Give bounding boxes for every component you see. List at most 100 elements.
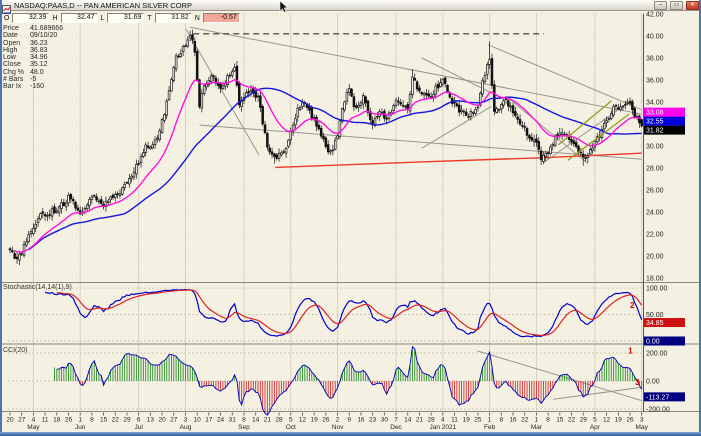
svg-text:3: 3 bbox=[635, 378, 640, 387]
quote-field-label: H bbox=[52, 14, 58, 22]
svg-text:34.00: 34.00 bbox=[646, 100, 664, 107]
sma50-layer bbox=[28, 87, 642, 251]
annotation-lines bbox=[185, 26, 642, 402]
svg-text:0.00: 0.00 bbox=[646, 379, 660, 386]
svg-text:28: 28 bbox=[428, 417, 436, 424]
svg-text:May: May bbox=[636, 424, 649, 431]
svg-text:50.00: 50.00 bbox=[646, 312, 664, 319]
svg-text:21: 21 bbox=[264, 417, 272, 424]
window-titlebar: NASDAQ:PAAS,D -- PAN AMERICAN SILVER COR… bbox=[0, 0, 701, 14]
svg-text:21: 21 bbox=[416, 417, 424, 424]
svg-text:22.00: 22.00 bbox=[646, 232, 664, 239]
svg-text:18: 18 bbox=[53, 417, 61, 424]
svg-text:Oct: Oct bbox=[286, 424, 296, 431]
last-price-tags: 33.08 32.55 31.82 34.85 0.00 -113.27 bbox=[644, 107, 685, 401]
cci-panel-label: CCI(20) bbox=[3, 347, 28, 354]
window-title: NASDAQ:PAAS,D -- PAN AMERICAN SILVER COR… bbox=[14, 0, 192, 10]
svg-text:200.00: 200.00 bbox=[646, 351, 668, 358]
svg-text:8: 8 bbox=[546, 417, 550, 424]
quote-field-label: N bbox=[194, 14, 200, 22]
svg-text:-200.00: -200.00 bbox=[646, 407, 670, 414]
stochastic-plot bbox=[44, 288, 643, 338]
svg-text:26: 26 bbox=[322, 417, 330, 424]
info-row: Close 35.12 bbox=[3, 61, 48, 69]
svg-text:Aug: Aug bbox=[180, 424, 192, 431]
svg-text:25: 25 bbox=[474, 417, 482, 424]
svg-text:22: 22 bbox=[568, 417, 576, 424]
grid-layer bbox=[8, 13, 644, 411]
svg-text:9: 9 bbox=[347, 417, 351, 424]
svg-text:18.00: 18.00 bbox=[646, 276, 664, 283]
svg-text:14: 14 bbox=[252, 417, 260, 424]
svg-text:8: 8 bbox=[500, 417, 504, 424]
svg-text:24.00: 24.00 bbox=[646, 210, 664, 217]
quote-field-label: T bbox=[147, 14, 152, 22]
svg-text:13: 13 bbox=[147, 417, 155, 424]
info-row: Bar Ix -160 bbox=[3, 83, 45, 91]
window-frame-bottom bbox=[0, 432, 701, 436]
svg-text:19: 19 bbox=[311, 417, 319, 424]
quote-field-value: 31.69 bbox=[107, 13, 145, 23]
olive-wedge-lines bbox=[557, 100, 630, 161]
svg-text:23: 23 bbox=[369, 417, 377, 424]
svg-text:20: 20 bbox=[158, 417, 166, 424]
svg-text:26: 26 bbox=[626, 417, 634, 424]
svg-text:May: May bbox=[27, 424, 40, 431]
quote-bar: O 32.39 H 32.47 L 31.69 T 31.82 N -0.57 bbox=[3, 13, 240, 23]
svg-text:5: 5 bbox=[289, 417, 293, 424]
crosshair-info-panel: Price 41.689666 Date 09/10/20 Open 36.23 High 3… bbox=[3, 25, 63, 91]
quote-field-value: -0.57 bbox=[202, 13, 240, 23]
price-axis-labels: 42.00 40.00 38.00 36.00 34.00 30.00 28.00 26.00… bbox=[646, 12, 670, 414]
svg-text:26.00: 26.00 bbox=[646, 188, 664, 195]
wave-number-markers: 2 1 3 bbox=[628, 301, 640, 387]
panel-borders bbox=[1, 13, 700, 412]
sma50-line bbox=[28, 87, 642, 251]
svg-text:2: 2 bbox=[630, 301, 635, 310]
ema20-line bbox=[14, 78, 642, 253]
svg-text:11: 11 bbox=[451, 417, 458, 424]
svg-text:30.00: 30.00 bbox=[646, 144, 664, 151]
svg-text:1: 1 bbox=[78, 417, 82, 424]
svg-text:20.00: 20.00 bbox=[646, 254, 664, 261]
svg-text:8: 8 bbox=[90, 417, 94, 424]
close-button[interactable]: ✕ bbox=[686, 0, 699, 10]
ema20-layer bbox=[14, 78, 642, 253]
svg-text:34.85: 34.85 bbox=[646, 320, 664, 327]
svg-text:Jul: Jul bbox=[135, 424, 144, 431]
svg-text:10: 10 bbox=[194, 417, 202, 424]
svg-text:100.00: 100.00 bbox=[646, 286, 668, 293]
maximize-button[interactable]: ▭ bbox=[670, 0, 683, 10]
minimize-button[interactable]: – bbox=[654, 0, 667, 10]
svg-text:29: 29 bbox=[580, 417, 588, 424]
info-row: Open 36.23 bbox=[3, 39, 48, 47]
svg-text:2: 2 bbox=[336, 417, 340, 424]
svg-text:Nov: Nov bbox=[332, 424, 344, 431]
svg-text:26: 26 bbox=[65, 417, 73, 424]
svg-text:0.00: 0.00 bbox=[646, 339, 660, 346]
svg-text:1: 1 bbox=[488, 417, 492, 424]
svg-text:16: 16 bbox=[509, 417, 517, 424]
svg-text:27: 27 bbox=[170, 417, 178, 424]
mouse-cursor-icon bbox=[279, 0, 289, 18]
quote-field-value: 32.47 bbox=[60, 13, 98, 23]
svg-text:15: 15 bbox=[556, 417, 564, 424]
svg-text:Jun: Jun bbox=[75, 424, 86, 431]
svg-text:17: 17 bbox=[205, 417, 213, 424]
chart-canvas[interactable]: 42.0040.0038.0036.0034.0030.0028.0026.00… bbox=[0, 11, 701, 436]
svg-text:8: 8 bbox=[242, 417, 246, 424]
cci-plot bbox=[54, 345, 643, 416]
info-row: Date 09/10/20 bbox=[3, 32, 58, 40]
svg-text:12: 12 bbox=[603, 417, 611, 424]
window-frame-left bbox=[0, 0, 2, 436]
svg-text:11: 11 bbox=[42, 417, 49, 424]
svg-text:5: 5 bbox=[593, 417, 597, 424]
info-row: Price 41.689666 bbox=[3, 25, 64, 32]
stochastic-panel-label: Stochastic(14,14(1),9) bbox=[3, 284, 72, 291]
svg-text:22: 22 bbox=[112, 417, 120, 424]
svg-text:16: 16 bbox=[357, 417, 365, 424]
svg-text:6: 6 bbox=[137, 417, 141, 424]
svg-text:19: 19 bbox=[615, 417, 623, 424]
quote-field-value: 31.82 bbox=[154, 13, 192, 23]
svg-text:4: 4 bbox=[441, 417, 445, 424]
quote-field-label: O bbox=[4, 14, 10, 22]
